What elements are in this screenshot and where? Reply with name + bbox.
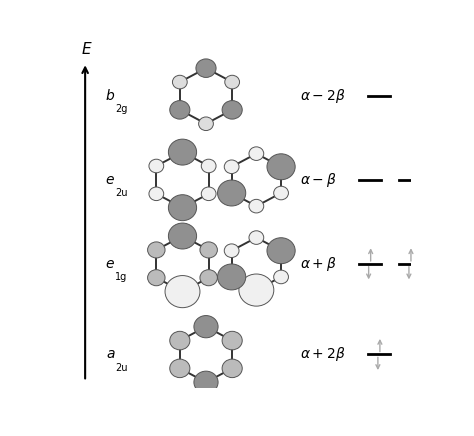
Text: 1g: 1g (115, 272, 128, 282)
Ellipse shape (149, 159, 164, 173)
Ellipse shape (168, 139, 197, 165)
Ellipse shape (165, 276, 200, 308)
Text: $e$: $e$ (105, 257, 115, 271)
Ellipse shape (222, 359, 242, 378)
Ellipse shape (170, 359, 190, 378)
Ellipse shape (249, 199, 264, 213)
Text: $\alpha - \beta$: $\alpha - \beta$ (300, 171, 337, 189)
Ellipse shape (218, 264, 246, 290)
Text: $\alpha + 2\beta$: $\alpha + 2\beta$ (300, 345, 346, 364)
Ellipse shape (224, 244, 239, 258)
Ellipse shape (224, 160, 239, 174)
Ellipse shape (196, 59, 216, 78)
Ellipse shape (267, 154, 295, 180)
Ellipse shape (201, 187, 216, 201)
Ellipse shape (168, 223, 197, 249)
Ellipse shape (267, 238, 295, 264)
Ellipse shape (200, 270, 218, 286)
Ellipse shape (199, 117, 213, 130)
Ellipse shape (249, 231, 264, 244)
Text: $\alpha + \beta$: $\alpha + \beta$ (300, 255, 337, 273)
Ellipse shape (222, 331, 242, 350)
Ellipse shape (218, 180, 246, 206)
Text: 2u: 2u (115, 188, 128, 198)
Ellipse shape (273, 186, 289, 200)
Text: $b$: $b$ (105, 89, 115, 103)
Ellipse shape (239, 274, 274, 306)
Ellipse shape (194, 316, 218, 338)
Ellipse shape (173, 75, 187, 89)
Ellipse shape (170, 101, 190, 119)
Ellipse shape (225, 75, 239, 89)
Text: 2u: 2u (115, 363, 128, 373)
Text: 2g: 2g (115, 104, 128, 114)
Ellipse shape (201, 159, 216, 173)
Ellipse shape (149, 187, 164, 201)
Ellipse shape (249, 147, 264, 160)
Ellipse shape (200, 242, 218, 258)
Ellipse shape (147, 270, 165, 286)
Ellipse shape (194, 371, 218, 393)
Text: $e$: $e$ (105, 173, 115, 187)
Text: $\alpha - 2\beta$: $\alpha - 2\beta$ (300, 87, 346, 105)
Ellipse shape (168, 195, 197, 221)
Ellipse shape (273, 270, 289, 284)
Text: E: E (82, 42, 91, 58)
Ellipse shape (170, 331, 190, 350)
Text: $a$: $a$ (106, 347, 115, 361)
Ellipse shape (222, 101, 242, 119)
Ellipse shape (147, 242, 165, 258)
